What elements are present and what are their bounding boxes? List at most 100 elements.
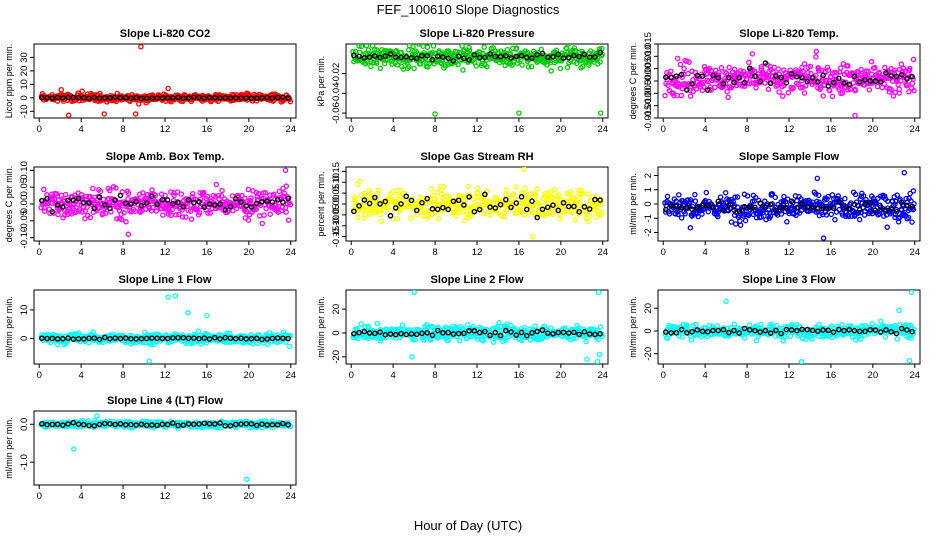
x-tick-label: 4 — [79, 370, 84, 381]
y-tick-label: -20 — [643, 347, 654, 361]
average-point — [101, 420, 108, 427]
average-point — [434, 327, 441, 334]
x-tick-label: 0 — [37, 124, 42, 135]
data-point — [895, 219, 902, 225]
outlier-point — [814, 175, 821, 182]
average-point — [445, 206, 451, 213]
average-point — [788, 198, 795, 205]
data-point — [188, 216, 195, 222]
y-axis-label: ml/min per min. — [628, 296, 638, 358]
data-point — [476, 324, 483, 331]
data-point — [597, 59, 603, 65]
panel-title: Slope Li-820 Temp. — [739, 28, 838, 40]
average-point — [592, 54, 598, 60]
x-tick-label: 4 — [391, 124, 396, 135]
x-tick-label: 24 — [285, 247, 296, 258]
outlier-point — [901, 169, 908, 176]
average-point — [846, 81, 853, 88]
average-point — [361, 328, 368, 335]
average-point — [191, 199, 197, 206]
x-tick-label: 16 — [826, 124, 837, 135]
average-point — [154, 95, 160, 101]
y-tick-label: -0.10 — [331, 215, 342, 237]
average-point — [752, 204, 758, 211]
data-point — [667, 68, 674, 75]
average-point — [862, 77, 868, 83]
average-point — [783, 205, 790, 211]
average-point — [191, 335, 197, 341]
average-point — [741, 79, 748, 86]
average-point — [689, 328, 695, 335]
data-point — [865, 68, 871, 74]
average-point — [60, 204, 66, 210]
average-point — [513, 200, 520, 206]
data-point — [576, 195, 583, 202]
y-tick-label: 20 — [19, 66, 30, 77]
data-point — [55, 211, 61, 218]
average-point — [440, 330, 446, 336]
data-point — [839, 321, 845, 328]
average-point — [773, 73, 779, 79]
data-point — [405, 47, 412, 53]
data-point — [776, 89, 782, 95]
data-point — [869, 320, 875, 327]
data-point — [471, 194, 478, 200]
x-tick-label: 8 — [120, 370, 125, 381]
outlier-point — [597, 110, 604, 116]
data-point — [245, 186, 252, 193]
data-point — [907, 65, 913, 72]
average-point — [259, 198, 265, 205]
average-point — [392, 54, 399, 60]
average-point — [482, 54, 488, 61]
average-point — [909, 203, 915, 210]
average-point — [211, 94, 218, 101]
average-point — [280, 94, 286, 100]
data-point — [785, 90, 792, 96]
data-point — [204, 193, 211, 200]
data-point — [815, 192, 822, 199]
data-point — [894, 192, 900, 198]
data-point — [767, 213, 774, 219]
average-point — [710, 204, 716, 211]
data-point — [490, 339, 497, 345]
average-point — [872, 207, 879, 214]
average-point — [731, 79, 737, 86]
data-point — [775, 66, 781, 72]
average-point — [424, 195, 431, 202]
average-point — [175, 334, 181, 341]
average-point — [434, 53, 441, 59]
data-point — [509, 62, 515, 68]
data-point — [263, 205, 269, 212]
data-point — [247, 197, 254, 204]
data-point — [773, 322, 780, 329]
data-point — [722, 80, 729, 87]
average-point — [253, 95, 260, 102]
average-point — [773, 327, 779, 334]
average-point — [424, 329, 431, 336]
data-point — [259, 220, 266, 227]
average-point — [555, 329, 562, 336]
data-point — [882, 64, 888, 71]
average-point — [678, 71, 685, 78]
y-tick-label: -1.0 — [19, 454, 30, 470]
average-point — [91, 94, 98, 101]
average-point — [450, 58, 457, 64]
average-point — [117, 95, 124, 101]
average-point — [128, 421, 134, 428]
average-point — [752, 73, 758, 80]
data-point — [809, 336, 815, 342]
average-point — [539, 206, 546, 213]
data-point — [699, 211, 705, 217]
average-point — [778, 330, 784, 337]
points-group — [350, 167, 605, 240]
average-point — [185, 197, 192, 203]
outlier-point — [125, 231, 132, 238]
average-point — [888, 328, 894, 335]
data-point — [207, 210, 213, 216]
data-point — [522, 185, 528, 192]
average-point — [461, 55, 467, 62]
x-tick-label: 24 — [909, 247, 920, 258]
average-point — [799, 326, 805, 333]
data-point — [717, 194, 724, 200]
average-point — [586, 331, 593, 337]
